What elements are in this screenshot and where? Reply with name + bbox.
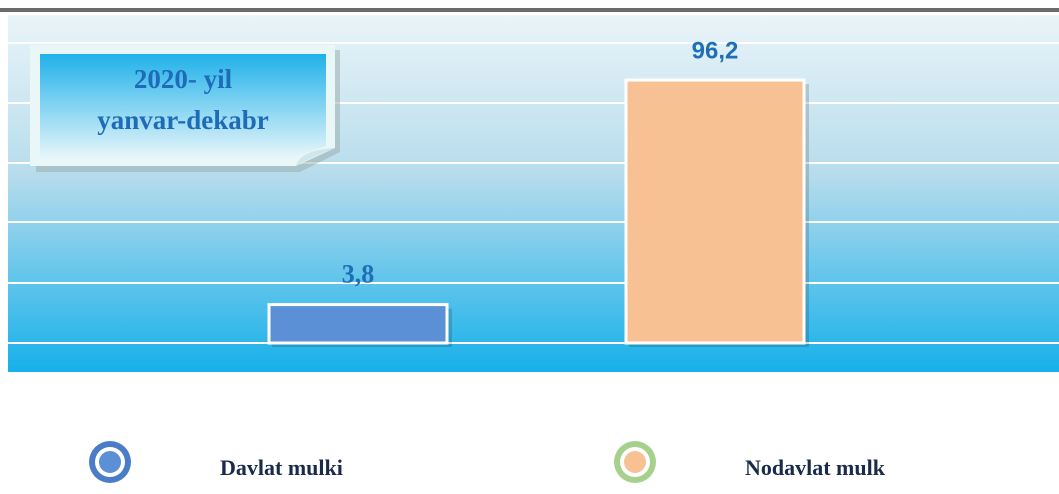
value-label: 3,8 bbox=[342, 260, 375, 289]
legend-marker bbox=[624, 451, 646, 473]
legend-label: Davlat mulki bbox=[220, 455, 343, 480]
annotation-box: 2020- yil yanvar-dekabr bbox=[30, 45, 340, 172]
bar bbox=[267, 303, 449, 345]
bar bbox=[624, 78, 806, 345]
annotation: yanvar-dekabr bbox=[97, 105, 269, 135]
legend-marker bbox=[99, 451, 121, 473]
top-rule bbox=[0, 8, 1059, 12]
value-label: 96,2 bbox=[692, 37, 739, 64]
annotation: 2020- yil bbox=[134, 64, 233, 94]
legend-label: Nodavlat mulk bbox=[745, 455, 886, 480]
